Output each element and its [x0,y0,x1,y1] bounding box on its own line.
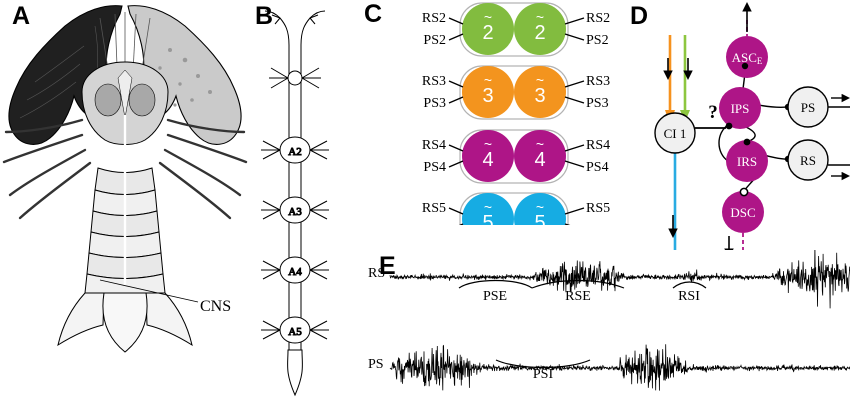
svg-text:5: 5 [534,212,545,225]
svg-text:RS5: RS5 [586,201,610,216]
svg-text:RS: RS [368,266,385,281]
svg-text:RS3: RS3 [586,74,610,89]
svg-text:RS: RS [800,153,816,168]
svg-text:2: 2 [534,22,545,44]
svg-text:RS3: RS3 [422,74,446,89]
svg-text:RS4: RS4 [422,138,446,153]
svg-text:RS4: RS4 [586,138,610,153]
svg-text:RS5: RS5 [422,201,446,216]
svg-text:PS5: PS5 [423,223,446,225]
svg-text:IRS: IRS [737,154,757,169]
svg-text:4: 4 [534,149,545,171]
svg-text:A5: A5 [288,326,302,338]
svg-text:PS4: PS4 [586,160,609,175]
svg-text:PS: PS [368,357,384,372]
svg-text:?: ? [708,102,718,123]
svg-text:CI 1: CI 1 [664,126,687,141]
svg-text:PS3: PS3 [423,96,446,111]
svg-text:PS: PS [801,100,815,115]
svg-text:RS2: RS2 [422,11,446,26]
svg-text:2: 2 [482,22,493,44]
svg-text:RSE: RSE [565,289,591,304]
svg-text:PS2: PS2 [586,33,609,48]
svg-text:DSC: DSC [730,205,755,220]
svg-text:3: 3 [534,85,545,107]
svg-text:IPS: IPS [731,101,750,116]
svg-text:RS2: RS2 [586,11,610,26]
svg-text:5: 5 [482,212,493,225]
svg-text:PS4: PS4 [423,160,446,175]
svg-text:PSI: PSI [533,367,554,382]
svg-text:A4: A4 [288,266,302,278]
svg-text:CNS: CNS [200,298,231,315]
svg-text:A2: A2 [288,146,301,158]
svg-text:PS2: PS2 [423,33,446,48]
svg-text:4: 4 [482,149,493,171]
svg-text:3: 3 [482,85,493,107]
svg-text:PSE: PSE [483,289,507,304]
svg-text:RSI: RSI [678,289,700,304]
svg-text:A3: A3 [288,206,302,218]
svg-text:PS5: PS5 [586,223,609,225]
svg-text:PS3: PS3 [586,96,609,111]
